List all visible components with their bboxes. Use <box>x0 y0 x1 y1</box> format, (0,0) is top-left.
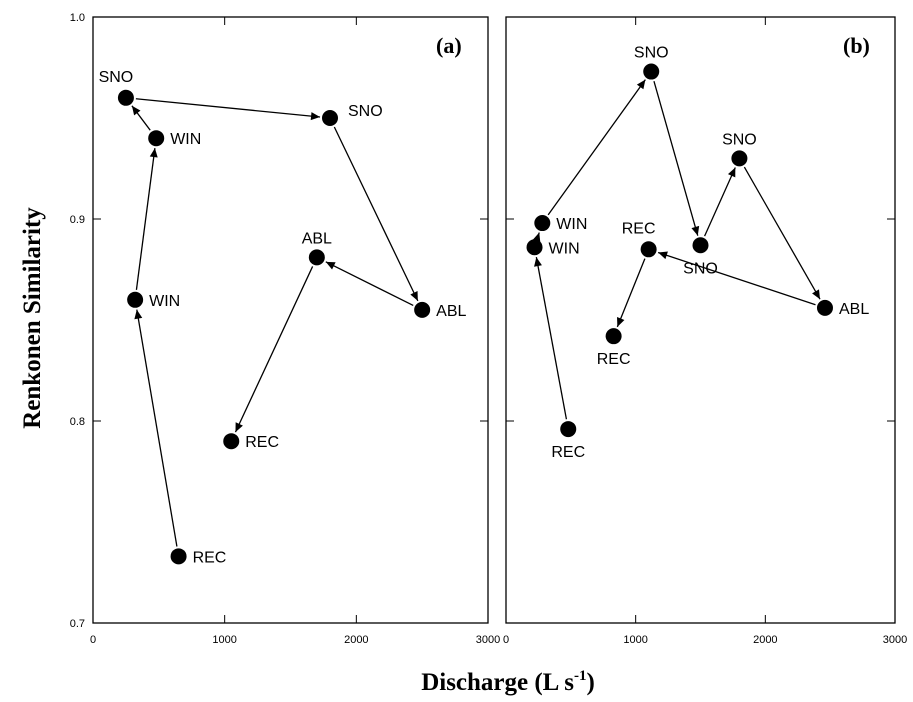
y-tick-label: 0.7 <box>70 618 85 630</box>
point-label: SNO <box>634 45 669 62</box>
point-label: SNO <box>683 260 718 277</box>
arrow-head <box>617 317 625 327</box>
data-point <box>534 215 551 232</box>
x-axis-title-main: Discharge (L s <box>421 669 574 696</box>
point-label: WIN <box>549 240 580 257</box>
data-point <box>605 328 622 345</box>
point-label: REC <box>622 220 656 237</box>
arrow-line <box>135 98 321 118</box>
y-axis-title: Renkonen Similarity <box>19 207 46 429</box>
data-point <box>117 89 134 106</box>
point-label: SNO <box>722 131 757 148</box>
arrow-head <box>149 148 158 158</box>
arrow-line <box>653 80 699 236</box>
data-point <box>322 110 338 126</box>
x-axis-title-end: ) <box>586 669 594 696</box>
point-label: WIN <box>149 293 180 310</box>
arrow-head <box>235 422 243 433</box>
arrow-head <box>325 261 336 270</box>
arrow-line <box>743 166 821 300</box>
data-point <box>526 239 543 256</box>
arrow-line <box>535 256 568 420</box>
data-point <box>308 249 325 266</box>
data-point <box>148 130 165 147</box>
point-label: WIN <box>556 216 587 233</box>
arrow-line <box>703 167 736 237</box>
point-label: ABL <box>302 230 332 247</box>
y-tick-label: 1.0 <box>70 12 85 24</box>
data-point <box>414 301 431 318</box>
arrow-line <box>325 261 414 307</box>
x-tick-label: 0 <box>503 634 509 646</box>
arrow-line <box>657 251 816 306</box>
arrow-head <box>310 112 321 121</box>
arrow-head <box>410 291 418 301</box>
arrow-line <box>333 126 419 302</box>
arrow-head <box>131 105 141 116</box>
plot-frame <box>505 16 896 624</box>
data-point <box>731 150 748 167</box>
point-label: SNO <box>348 103 383 120</box>
arrow-head <box>812 289 821 300</box>
panel-b: 0 1000 2000 3000 (b) REC WIN WIN SNO SNO SNO ABL REC… <box>503 16 907 646</box>
data-point <box>640 241 657 258</box>
point-label: WIN <box>170 131 201 148</box>
panel-label: (a) <box>436 33 462 58</box>
arrow-head <box>636 79 646 90</box>
arrow-line <box>234 266 314 433</box>
x-tick-label: 1000 <box>623 634 647 646</box>
data-point <box>692 237 709 254</box>
arrow-head <box>134 309 143 320</box>
data-point <box>223 433 240 450</box>
arrow-line <box>135 148 156 290</box>
arrow-line <box>547 79 646 216</box>
panel-label: (b) <box>843 33 870 58</box>
x-tick-label: 0 <box>90 634 96 646</box>
x-axis-title-sup: -1 <box>574 668 587 684</box>
y-tick-label: 0.9 <box>70 214 85 226</box>
x-axis-title: Discharge (L s-1) <box>421 668 595 696</box>
point-label: ABL <box>839 301 869 318</box>
data-point <box>127 291 144 308</box>
point-label: REC <box>245 434 279 451</box>
plot-frame <box>92 16 489 624</box>
data-point <box>816 299 833 316</box>
arrow-line <box>616 258 646 328</box>
point-label: SNO <box>99 69 134 86</box>
data-point <box>560 421 577 438</box>
point-label: REC <box>551 444 585 461</box>
x-tick-label: 3000 <box>883 634 907 646</box>
x-tick-label: 1000 <box>212 634 236 646</box>
x-tick-label: 2000 <box>344 634 368 646</box>
arrow-line <box>136 309 178 547</box>
arrow-head <box>658 251 668 260</box>
point-label: REC <box>193 549 227 566</box>
x-tick-label: 3000 <box>476 634 500 646</box>
arrow-head <box>534 257 542 267</box>
y-tick-label: 0.8 <box>70 416 85 428</box>
point-label: REC <box>597 351 631 368</box>
data-point <box>170 548 187 565</box>
panel-a: 0 1000 2000 3000 0.7 0.8 0.9 1.0 (a) REC WIN WIN SNO… <box>70 12 501 646</box>
data-point <box>643 63 660 80</box>
arrow-head <box>691 225 700 236</box>
arrow-head <box>727 167 736 178</box>
x-tick-label: 2000 <box>753 634 777 646</box>
point-label: ABL <box>436 303 466 320</box>
